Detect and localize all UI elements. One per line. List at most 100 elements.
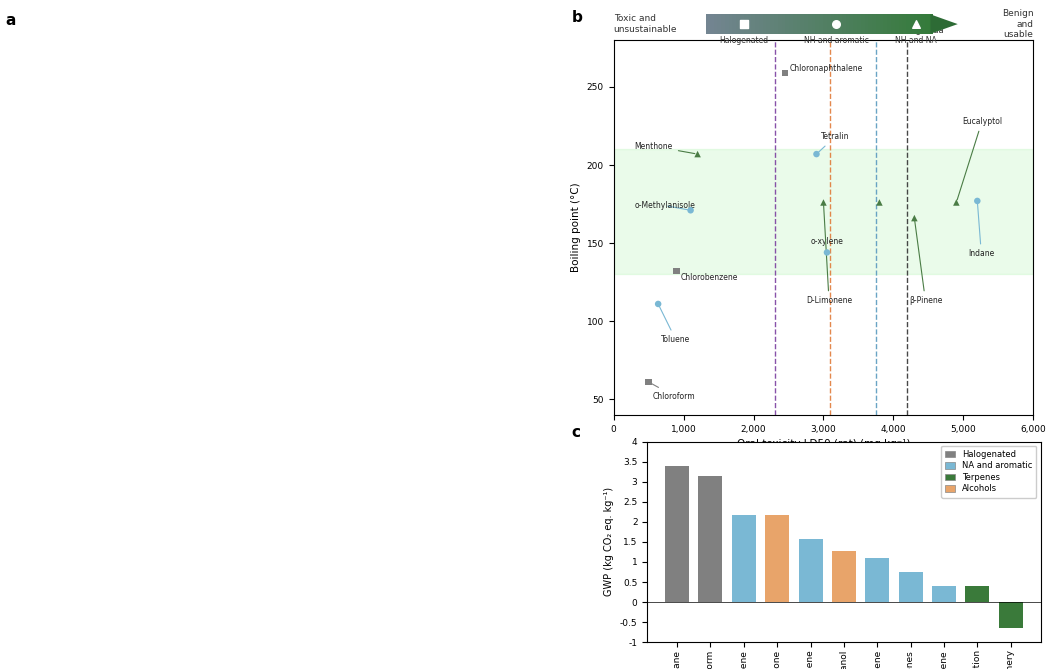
- Point: [735, 19, 752, 29]
- Bar: [808, 14, 813, 33]
- Bar: [765, 514, 789, 602]
- Bar: [706, 14, 710, 33]
- Point: [818, 247, 835, 258]
- Bar: [921, 14, 926, 33]
- Point: [649, 298, 666, 309]
- Text: o-Methylanisole: o-Methylanisole: [635, 201, 695, 210]
- Point: [808, 149, 825, 159]
- Bar: [899, 572, 923, 602]
- X-axis label: Oral toxicity LD50 (rat) (mg kg⁻¹): Oral toxicity LD50 (rat) (mg kg⁻¹): [736, 439, 911, 449]
- Point: [668, 266, 685, 276]
- Bar: [718, 14, 722, 33]
- Bar: [831, 14, 835, 33]
- Bar: [850, 14, 854, 33]
- Bar: [796, 14, 801, 33]
- Bar: [786, 14, 790, 33]
- Bar: [770, 14, 775, 33]
- Text: Indane: Indane: [968, 203, 994, 258]
- Bar: [887, 14, 892, 33]
- Bar: [838, 14, 842, 33]
- FancyArrow shape: [930, 14, 958, 33]
- Bar: [932, 586, 956, 602]
- Bar: [999, 602, 1023, 628]
- Text: c: c: [572, 425, 581, 440]
- Text: β-Pinene: β-Pinene: [908, 221, 942, 305]
- Bar: [777, 14, 783, 33]
- Point: [906, 213, 923, 223]
- Bar: [800, 14, 805, 33]
- Bar: [895, 14, 899, 33]
- Text: Benign
and
usable: Benign and usable: [1002, 9, 1033, 39]
- Bar: [906, 14, 911, 33]
- Bar: [823, 14, 828, 33]
- Bar: [732, 14, 737, 33]
- Text: Chloronaphthalene: Chloronaphthalene: [785, 64, 862, 73]
- Point: [640, 377, 657, 387]
- Bar: [699, 476, 723, 602]
- Bar: [965, 586, 989, 602]
- Bar: [763, 14, 767, 33]
- Bar: [758, 14, 764, 33]
- Text: Fructose: Fructose: [858, 27, 894, 35]
- Bar: [918, 14, 922, 33]
- Bar: [665, 466, 689, 602]
- Bar: [834, 14, 839, 33]
- Bar: [721, 14, 726, 33]
- Point: [871, 197, 887, 208]
- Text: Baking soda: Baking soda: [892, 27, 944, 35]
- Bar: [744, 14, 748, 33]
- Bar: [853, 14, 858, 33]
- Bar: [827, 14, 832, 33]
- Text: Salt: Salt: [822, 27, 838, 35]
- Bar: [928, 14, 934, 33]
- Bar: [774, 14, 778, 33]
- Bar: [865, 558, 890, 602]
- Text: Chloroform: Chloroform: [651, 383, 695, 401]
- Text: Tetralin: Tetralin: [818, 132, 850, 153]
- Bar: [751, 14, 756, 33]
- Bar: [861, 14, 865, 33]
- Bar: [793, 14, 797, 33]
- Text: b: b: [572, 10, 582, 25]
- Bar: [767, 14, 771, 33]
- Text: D-Limonene: D-Limonene: [806, 205, 852, 305]
- Text: NH and aromatic: NH and aromatic: [804, 35, 869, 45]
- Bar: [815, 14, 820, 33]
- Bar: [748, 14, 752, 33]
- Bar: [857, 14, 861, 33]
- Text: Toluene: Toluene: [660, 306, 690, 345]
- Bar: [891, 14, 896, 33]
- Point: [948, 197, 965, 208]
- Bar: [740, 14, 745, 33]
- Y-axis label: GWP (kg CO₂ eq. kg⁻¹): GWP (kg CO₂ eq. kg⁻¹): [604, 487, 615, 597]
- Bar: [880, 14, 884, 33]
- Text: Paracetamol: Paracetamol: [748, 27, 800, 35]
- Legend: Halogenated, NA and aromatic, Terpenes, Alcohols: Halogenated, NA and aromatic, Terpenes, …: [941, 446, 1036, 498]
- Bar: [725, 14, 729, 33]
- Text: Halogenated: Halogenated: [720, 35, 768, 45]
- Bar: [842, 14, 847, 33]
- Point: [682, 205, 699, 215]
- Bar: [914, 14, 918, 33]
- Y-axis label: Boiling point (°C): Boiling point (°C): [571, 183, 581, 272]
- Text: NH and NA: NH and NA: [895, 35, 937, 45]
- Text: o-xylene: o-xylene: [810, 237, 843, 252]
- Bar: [872, 14, 877, 33]
- Bar: [755, 14, 759, 33]
- Text: a: a: [5, 13, 16, 28]
- Bar: [614, 149, 1033, 274]
- Bar: [909, 14, 915, 33]
- Point: [907, 19, 924, 29]
- Point: [828, 19, 844, 29]
- Point: [815, 197, 832, 208]
- Bar: [789, 14, 794, 33]
- Bar: [869, 14, 873, 33]
- Bar: [710, 14, 714, 33]
- Point: [969, 195, 986, 206]
- Bar: [845, 14, 851, 33]
- Point: [776, 68, 793, 78]
- Bar: [732, 514, 756, 602]
- Bar: [902, 14, 907, 33]
- Bar: [876, 14, 880, 33]
- Bar: [782, 14, 786, 33]
